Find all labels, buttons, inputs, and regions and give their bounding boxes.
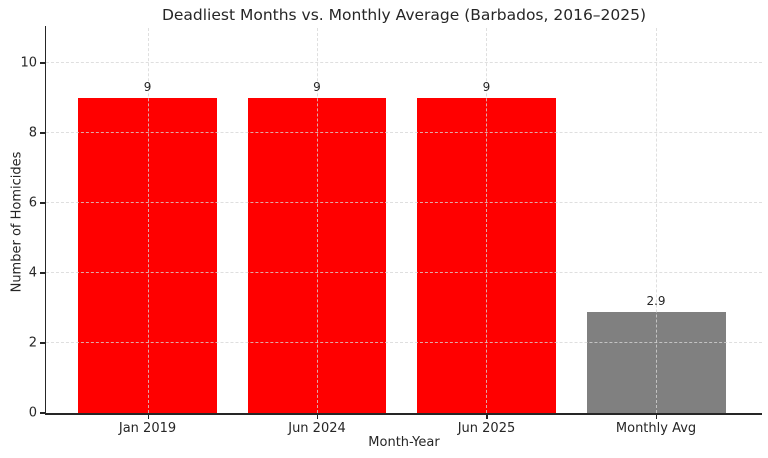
y-tick-label: 10: [20, 55, 37, 71]
y-tick-mark: [40, 202, 45, 204]
chart-title: Deadliest Months vs. Monthly Average (Ba…: [161, 6, 647, 24]
y-tick-label: 6: [28, 195, 37, 211]
y-tick-mark: [40, 342, 45, 344]
plot-area: 0 2 4 6 8 10 9 Jan 2019 9 Jun 2024 9 Jun 2025 2.9 Mon…: [20, 26, 762, 435]
y-tick-mark: [40, 412, 45, 414]
v-gridline: [656, 28, 658, 413]
x-tick-label: Monthly Avg: [615, 421, 697, 436]
y-tick-label: 0: [28, 405, 37, 421]
h-gridline: [46, 202, 762, 203]
bar-value-label: 9: [143, 80, 152, 94]
y-tick-label: 2: [28, 335, 37, 351]
x-tick-mark: [486, 414, 488, 419]
x-tick-label: Jan 2019: [118, 421, 177, 436]
v-gridline: [486, 28, 488, 413]
bar-value-label: 9: [482, 80, 491, 94]
y-axis-label: Number of Homicides: [9, 151, 25, 293]
x-axis-label: Month-Year: [368, 435, 440, 450]
y-axis-spine: [44, 26, 46, 413]
bar-value-label: 9: [313, 80, 321, 94]
v-gridline: [147, 28, 149, 413]
y-tick-label: 8: [28, 125, 37, 141]
h-gridline: [46, 342, 762, 343]
x-tick-mark: [317, 414, 319, 419]
x-axis-spine: [44, 413, 762, 415]
bar: [586, 311, 726, 413]
x-tick-mark: [656, 414, 658, 419]
x-tick-label: Jun 2025: [457, 421, 516, 436]
y-tick-mark: [40, 62, 45, 64]
y-tick-mark: [40, 132, 45, 134]
h-gridline: [46, 132, 762, 133]
x-tick-label: Jun 2024: [288, 421, 346, 436]
h-gridline: [46, 272, 762, 273]
y-tick-mark: [40, 272, 45, 274]
bar-value-label: 2.9: [646, 293, 666, 308]
h-gridline: [46, 62, 762, 63]
x-tick-mark: [147, 414, 149, 419]
y-tick-label: 4: [28, 265, 37, 281]
v-gridline: [317, 28, 318, 413]
